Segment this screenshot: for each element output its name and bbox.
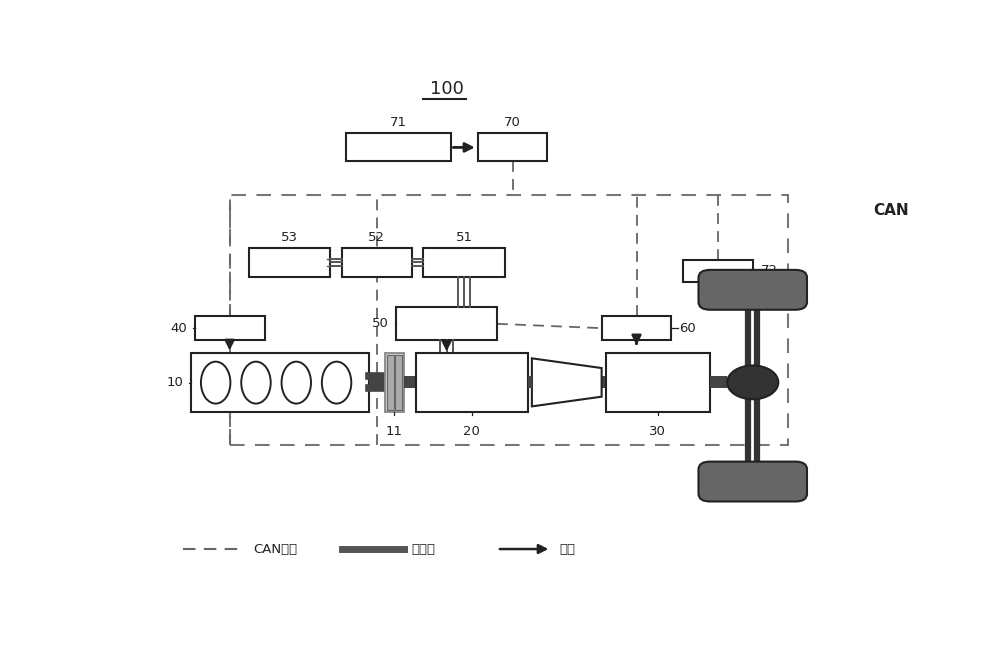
Bar <box>230 195 788 446</box>
Text: 40: 40 <box>170 321 187 335</box>
Ellipse shape <box>322 362 351 404</box>
Bar <box>710 376 727 388</box>
Text: 信号: 信号 <box>559 542 575 556</box>
Text: 52: 52 <box>368 231 385 244</box>
Bar <box>249 248 330 276</box>
Bar <box>387 355 394 410</box>
FancyBboxPatch shape <box>698 270 807 309</box>
Bar <box>342 248 412 276</box>
Bar <box>423 248 505 276</box>
Text: 30: 30 <box>649 425 666 438</box>
Text: CAN: CAN <box>873 203 908 218</box>
Text: 60: 60 <box>679 321 696 335</box>
Text: 20: 20 <box>463 425 480 438</box>
Bar <box>528 376 532 388</box>
Text: 70: 70 <box>504 116 521 129</box>
Ellipse shape <box>201 362 230 404</box>
Bar <box>385 353 404 412</box>
Bar <box>191 353 369 412</box>
Text: 71: 71 <box>390 116 407 129</box>
Bar <box>602 376 606 388</box>
Ellipse shape <box>282 362 311 404</box>
Bar <box>683 260 753 282</box>
Bar <box>369 376 385 388</box>
Bar <box>528 376 559 388</box>
Bar <box>395 355 402 410</box>
Polygon shape <box>532 359 602 406</box>
Text: 11: 11 <box>386 425 403 438</box>
Text: 50: 50 <box>372 317 388 330</box>
Bar <box>416 353 528 412</box>
Ellipse shape <box>241 362 271 404</box>
Circle shape <box>727 365 778 399</box>
Text: CAN信号: CAN信号 <box>253 542 297 556</box>
Bar <box>195 316 264 341</box>
Text: 72: 72 <box>761 264 778 278</box>
Text: 高压电: 高压电 <box>412 542 436 556</box>
Bar <box>606 353 710 412</box>
Text: 100: 100 <box>430 80 464 98</box>
Bar <box>478 133 547 161</box>
Text: 51: 51 <box>456 231 473 244</box>
FancyBboxPatch shape <box>698 461 807 501</box>
Bar <box>346 133 450 161</box>
Bar <box>602 316 671 341</box>
Bar <box>396 307 497 341</box>
Bar <box>404 376 416 388</box>
Text: 10: 10 <box>166 376 183 389</box>
Text: 53: 53 <box>281 231 298 244</box>
